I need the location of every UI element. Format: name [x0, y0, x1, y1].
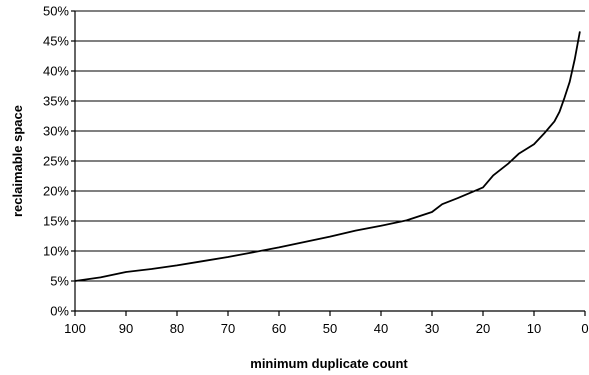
x-axis-title: minimum duplicate count	[250, 356, 408, 371]
x-tick-label: 10	[527, 321, 541, 336]
y-tick-label: 20%	[43, 184, 69, 199]
x-tick-label: 20	[476, 321, 490, 336]
x-tick-label: 70	[221, 321, 235, 336]
y-tick-label: 0%	[50, 304, 69, 319]
y-tick-label: 30%	[43, 124, 69, 139]
axes	[71, 10, 586, 316]
y-tick-labels: 0% 5% 10% 15% 20% 25% 30% 35% 40% 45% 50%	[43, 4, 69, 319]
x-tick-label: 80	[170, 321, 184, 336]
y-tick-label: 40%	[43, 64, 69, 79]
x-tick-label: 30	[425, 321, 439, 336]
gridlines	[75, 10, 585, 282]
x-tick-label: 60	[272, 321, 286, 336]
series-line	[74, 31, 581, 282]
x-tick-label: 0	[581, 321, 588, 336]
y-tick-label: 5%	[50, 274, 69, 289]
y-axis-title: reclaimable space	[10, 105, 25, 217]
y-tick-label: 35%	[43, 94, 69, 109]
y-tick-label: 50%	[43, 4, 69, 19]
x-tick-label: 50	[323, 321, 337, 336]
x-tick-label: 90	[119, 321, 133, 336]
y-tick-label: 15%	[43, 214, 69, 229]
y-tick-label: 10%	[43, 244, 69, 259]
y-tick-label: 25%	[43, 154, 69, 169]
series	[74, 31, 581, 282]
x-tick-label: 40	[374, 321, 388, 336]
y-tick-label: 45%	[43, 34, 69, 49]
x-tick-labels: 100 90 80 70 60 50 40 30 20 10 0	[64, 321, 588, 336]
x-tick-label: 100	[64, 321, 86, 336]
